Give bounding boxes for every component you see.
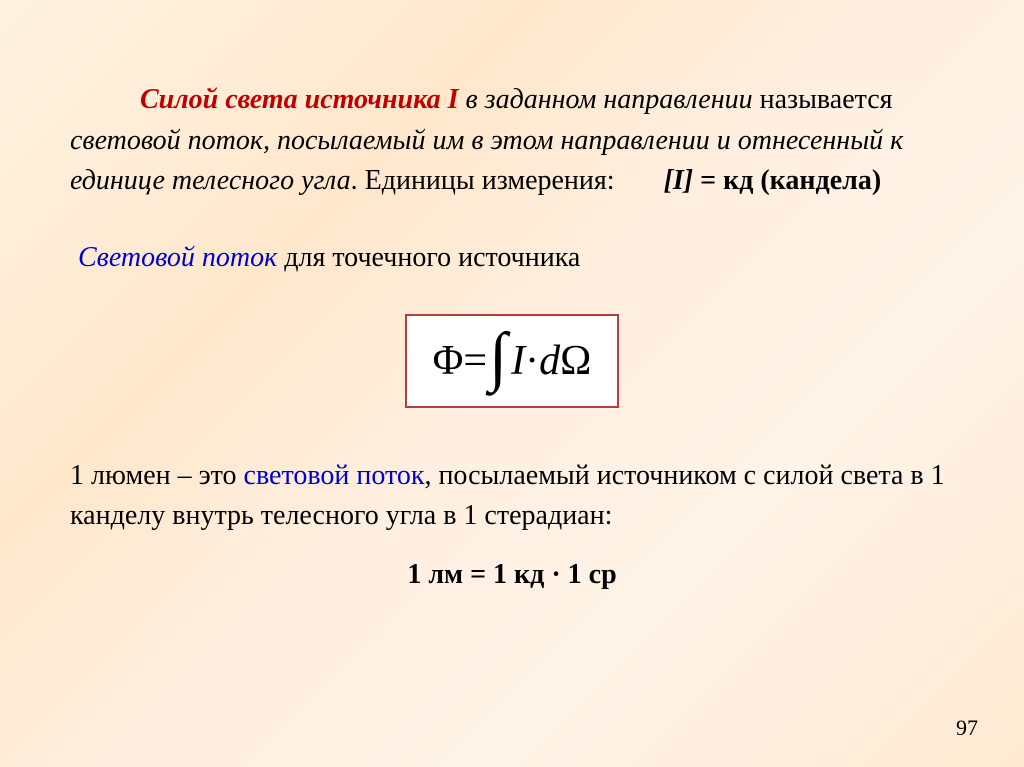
flux-heading: Световой поток для точечного источника [70, 242, 954, 274]
lumen-blue: световой поток [244, 460, 425, 491]
formula-d: d [539, 340, 560, 382]
lumen-paragraph: 1 люмен – это световой поток, посылаемый… [70, 456, 954, 537]
formula-cdot: · [525, 340, 539, 382]
flux-rest: для точечного источника [277, 242, 580, 273]
def-dot: . [351, 165, 365, 196]
lumen-equation: 1 лм = 1 кд · 1 ср [70, 559, 954, 591]
def-part-1: в заданном направлении [459, 84, 760, 115]
definition-paragraph: Силой света источника I в заданном напра… [70, 80, 954, 202]
formula-eq: = [463, 340, 487, 382]
formula-omega: Ω [560, 340, 591, 382]
formula-container: Φ = ∫I · dΩ [70, 314, 954, 408]
formula-I: I [511, 340, 525, 382]
term-title: Силой света источника I [140, 84, 459, 115]
lumen-dash: – это [171, 460, 244, 491]
integral-sign: ∫ [489, 324, 507, 390]
formula-box: Φ = ∫I · dΩ [405, 314, 620, 408]
flux-term: Световой поток [78, 242, 277, 273]
lumen-lead: 1 люмен [70, 460, 171, 491]
formula-lhs: Φ [433, 340, 464, 382]
units-label: Единицы измерения: [365, 165, 615, 196]
page-number: 97 [956, 715, 978, 741]
def-plain-1: называется [760, 84, 893, 115]
slide: Силой света источника I в заданном напра… [0, 0, 1024, 767]
units-value: [I] = кд (кандела) [664, 165, 882, 196]
